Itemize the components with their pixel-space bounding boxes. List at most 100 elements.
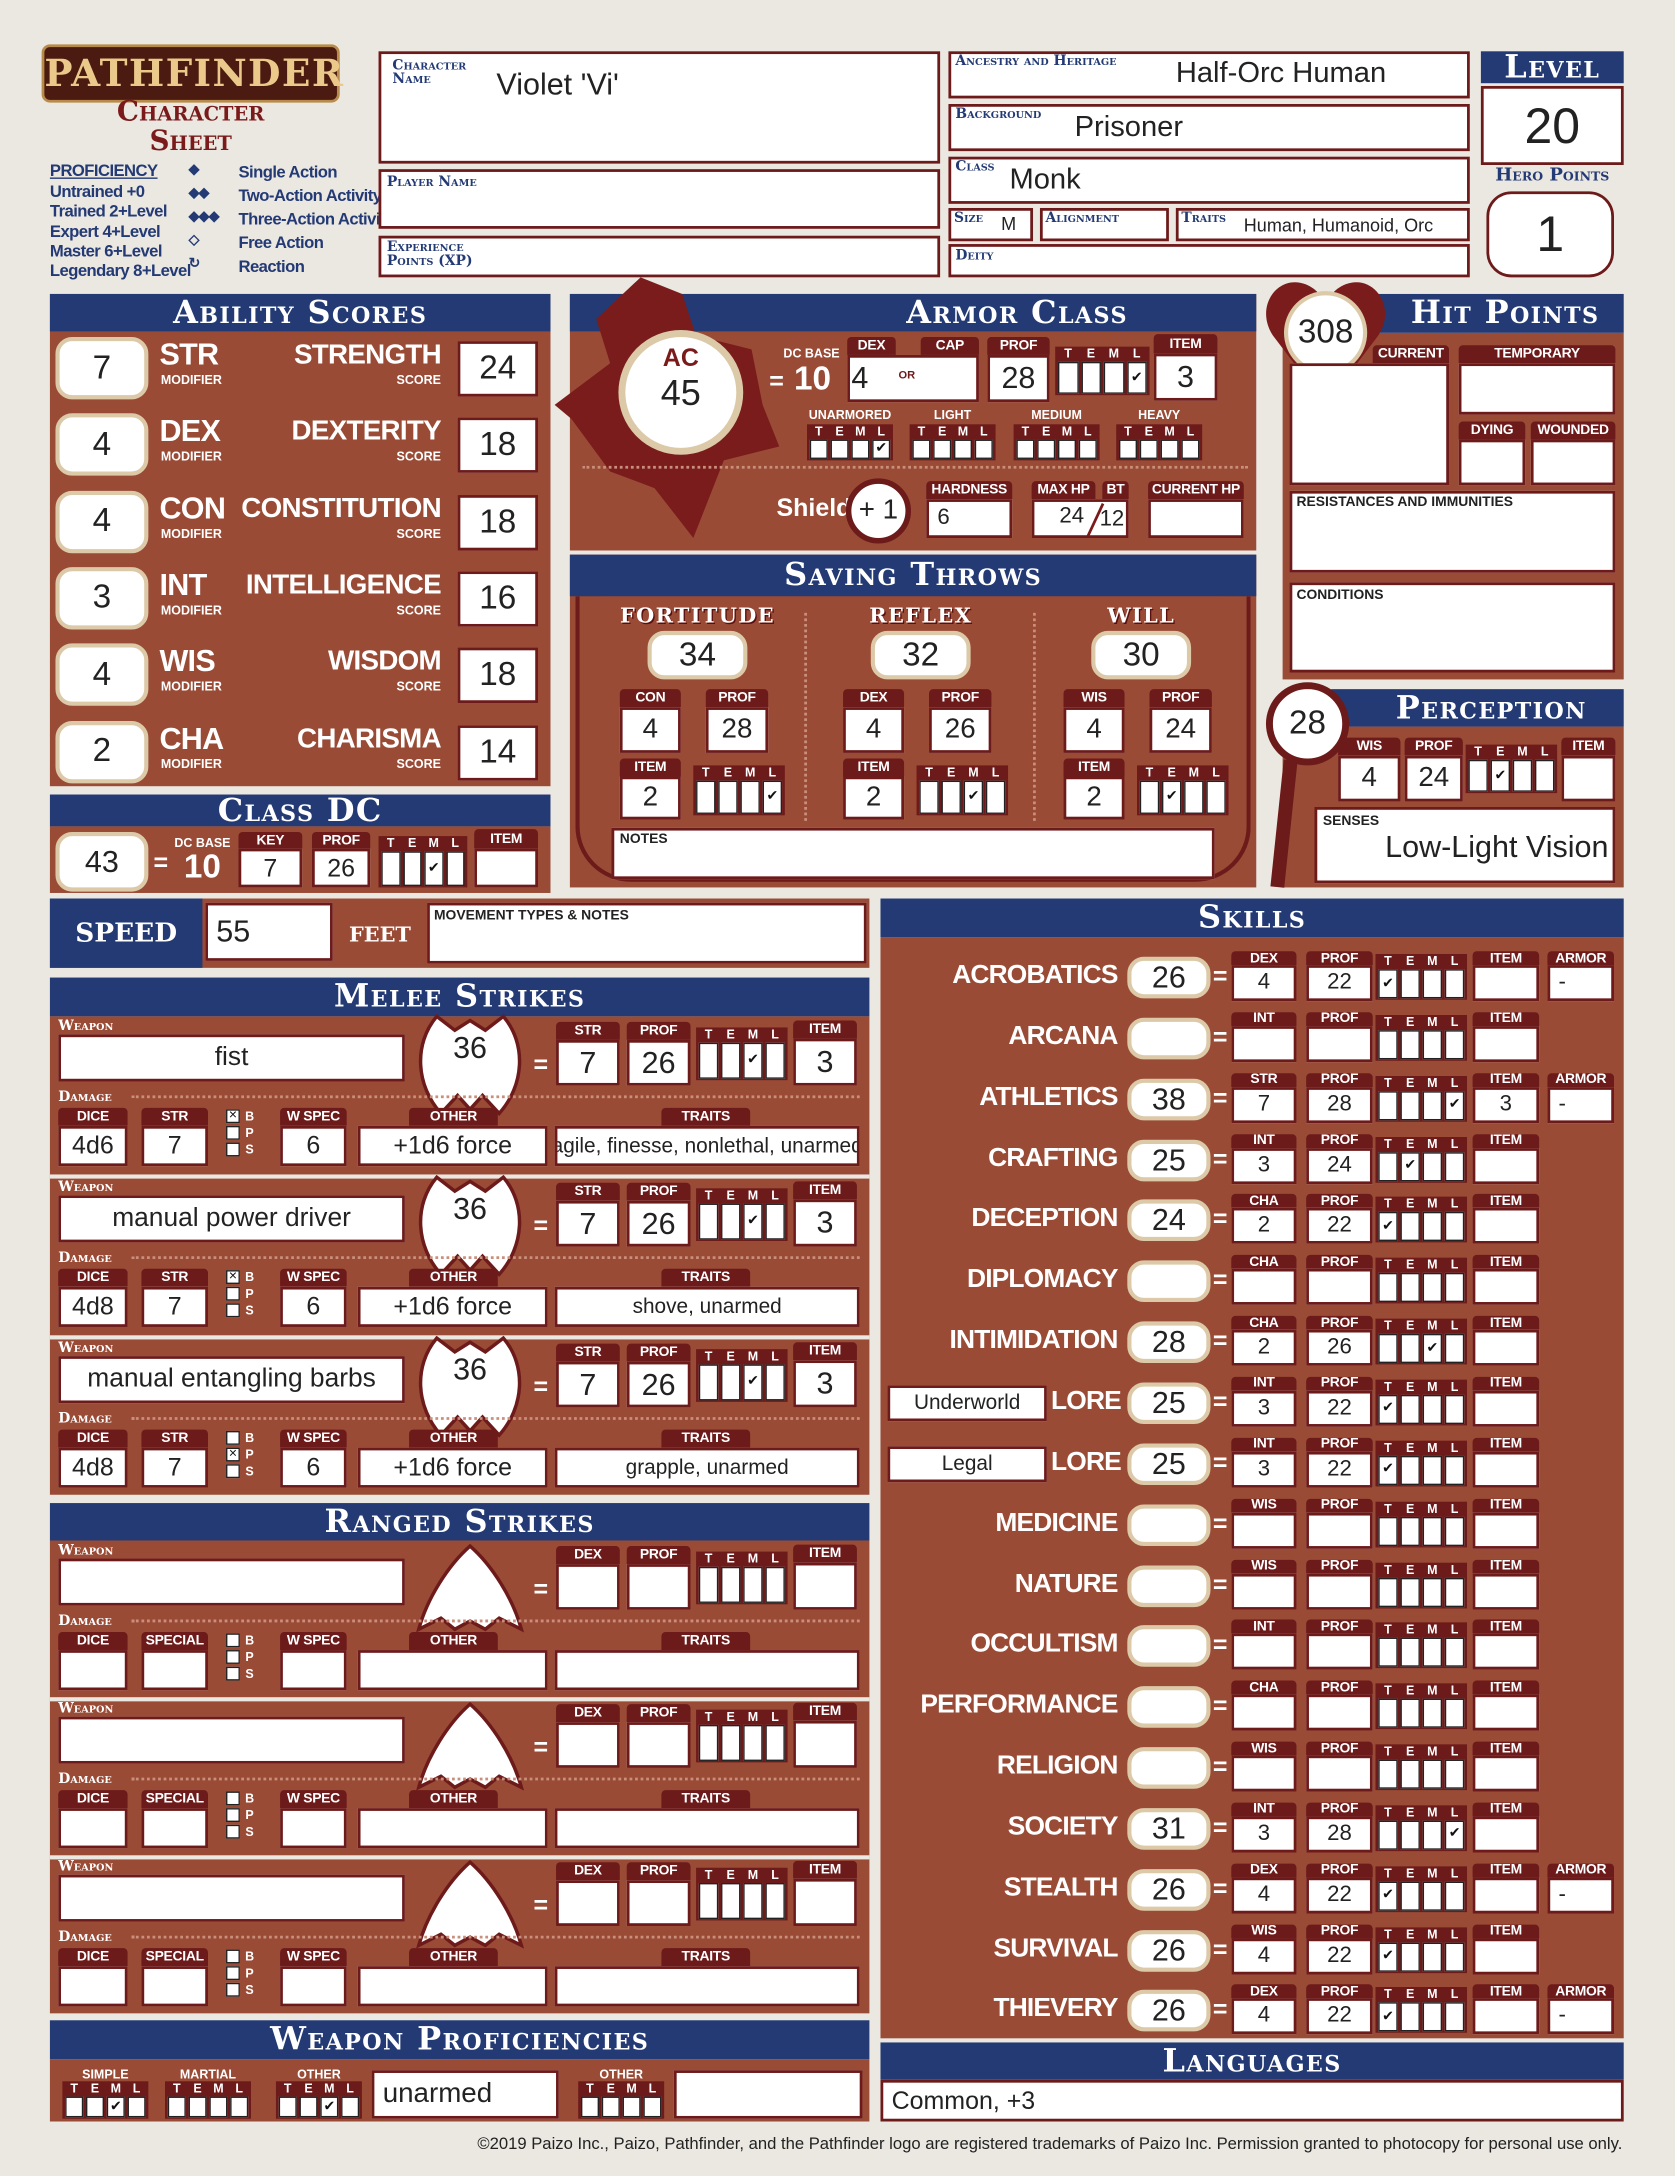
- skill-thievery-armor[interactable]: -: [1547, 1998, 1615, 2035]
- armor-prof-heavy-l-checkbox[interactable]: [1181, 439, 1200, 459]
- skill-stealth-item[interactable]: [1472, 1877, 1540, 1914]
- skill-arcana-e-checkbox[interactable]: [1400, 1030, 1420, 1060]
- skill-deception-ability[interactable]: 2: [1231, 1208, 1297, 1245]
- ranged-strike-3-b-checkbox[interactable]: [226, 1949, 240, 1964]
- skill-lore-legal-item[interactable]: [1472, 1451, 1540, 1488]
- shield-max-hp-value[interactable]: 24: [1059, 504, 1085, 529]
- ranged-strike-3-prof[interactable]: [626, 1880, 691, 1926]
- skill-acrobatics-prof[interactable]: 22: [1306, 965, 1373, 1002]
- melee-strike-3-str[interactable]: 7: [556, 1361, 620, 1408]
- wounded[interactable]: [1530, 439, 1616, 486]
- ranged-strike-2-prof[interactable]: [626, 1722, 691, 1768]
- melee-strike-2-m-checkbox[interactable]: ✔: [743, 1203, 763, 1240]
- skill-intimidation-l-checkbox[interactable]: [1444, 1334, 1465, 1364]
- ranged-strike-3-s-checkbox[interactable]: [226, 1982, 240, 1997]
- skill-religion-e-checkbox[interactable]: [1400, 1759, 1420, 1789]
- armor-prof-heavy-t-checkbox[interactable]: [1118, 439, 1138, 459]
- ranged-strike-2-m-checkbox[interactable]: [743, 1724, 763, 1761]
- melee-strike-3-traits[interactable]: grapple, unarmed: [554, 1447, 860, 1488]
- traits-value[interactable]: Human, Humanoid, Orc: [1243, 214, 1434, 236]
- melee-strike-1-p-checkbox[interactable]: [226, 1125, 240, 1140]
- ranged-strike-2-dice[interactable]: [58, 1808, 128, 1849]
- ac-item[interactable]: 3: [1153, 353, 1218, 401]
- save-reflex-m-checkbox[interactable]: ✔: [963, 780, 984, 814]
- ranged-strike-1-item[interactable]: [793, 1562, 857, 1610]
- ac-e-checkbox[interactable]: [1080, 361, 1101, 394]
- ac-cap-value[interactable]: [926, 358, 976, 400]
- melee-strike-1-damage-str[interactable]: 7: [141, 1125, 208, 1167]
- skill-arcana-t-checkbox[interactable]: [1378, 1030, 1398, 1060]
- melee-strike-2-attack[interactable]: 36: [453, 1191, 488, 1226]
- ability-modifier-int[interactable]: 3: [55, 566, 149, 630]
- skill-crafting-e-checkbox[interactable]: ✔: [1400, 1151, 1420, 1181]
- skill-crafting-l-checkbox[interactable]: [1444, 1151, 1465, 1181]
- melee-strike-1-weapon[interactable]: fist: [58, 1034, 405, 1082]
- skill-nature-value[interactable]: [1127, 1564, 1211, 1607]
- weapon-prof-martial-2-t-checkbox[interactable]: [167, 2096, 186, 2118]
- save-reflex-t-checkbox[interactable]: [919, 780, 939, 814]
- ac-t-checkbox[interactable]: [1057, 361, 1079, 394]
- ranged-strike-2-special[interactable]: [141, 1808, 208, 1849]
- melee-strike-3-dice[interactable]: 4d8: [58, 1447, 128, 1488]
- melee-strike-3-damage-str[interactable]: 7: [141, 1447, 208, 1488]
- melee-strike-1-l-checkbox[interactable]: [765, 1042, 785, 1079]
- ranged-strike-2-l-checkbox[interactable]: [765, 1724, 785, 1761]
- ranged-strike-2-t-checkbox[interactable]: [698, 1724, 719, 1761]
- skill-deception-m-checkbox[interactable]: [1422, 1212, 1443, 1242]
- skill-stealth-t-checkbox[interactable]: ✔: [1378, 1881, 1398, 1911]
- weapon-prof-martial-2-e-checkbox[interactable]: [188, 2096, 207, 2118]
- ability-modifier-cha[interactable]: 2: [55, 720, 149, 783]
- melee-strike-3-prof[interactable]: 26: [626, 1361, 691, 1408]
- skill-medicine-ability[interactable]: [1231, 1512, 1297, 1549]
- skill-lore-legal-m-checkbox[interactable]: [1422, 1455, 1443, 1485]
- perception-m-checkbox[interactable]: [1512, 759, 1533, 792]
- skill-society-m-checkbox[interactable]: [1422, 1820, 1443, 1850]
- skill-crafting-m-checkbox[interactable]: [1422, 1151, 1443, 1181]
- save-fortitude-item[interactable]: 2: [619, 776, 681, 820]
- ranged-strike-3-wspec[interactable]: [280, 1966, 347, 2007]
- weapon-prof-other-4-l-checkbox[interactable]: [643, 2096, 662, 2118]
- skill-crafting-t-checkbox[interactable]: [1378, 1151, 1398, 1181]
- speed-value[interactable]: 55: [205, 902, 333, 961]
- skill-athletics-prof[interactable]: 28: [1306, 1086, 1373, 1123]
- ranged-strike-2-wspec[interactable]: [280, 1808, 347, 1849]
- skill-diplomacy-t-checkbox[interactable]: [1378, 1273, 1398, 1303]
- ability-score-cha[interactable]: 14: [457, 724, 539, 780]
- skill-survival-e-checkbox[interactable]: [1400, 1942, 1420, 1972]
- skill-arcana-m-checkbox[interactable]: [1422, 1030, 1443, 1060]
- armor-prof-light-e-checkbox[interactable]: [933, 439, 952, 459]
- senses-field[interactable]: [1314, 807, 1616, 884]
- skill-stealth-ability[interactable]: 4: [1231, 1877, 1297, 1914]
- melee-strike-1-attack[interactable]: 36: [453, 1030, 488, 1065]
- background-value[interactable]: Prisoner: [1074, 110, 1184, 143]
- perception-item[interactable]: [1561, 755, 1616, 802]
- ranged-strike-1-special[interactable]: [141, 1650, 208, 1691]
- skill-arcana-value[interactable]: [1127, 1017, 1211, 1060]
- skill-crafting-item[interactable]: [1472, 1147, 1540, 1184]
- skill-lore-underworld-item[interactable]: [1472, 1390, 1540, 1427]
- skill-deception-item[interactable]: [1472, 1208, 1540, 1245]
- save-notes-field[interactable]: [611, 827, 1215, 880]
- weapon-prof-other-3-m-checkbox[interactable]: ✔: [320, 2096, 339, 2118]
- skill-nature-item[interactable]: [1472, 1573, 1540, 1610]
- skill-intimidation-m-checkbox[interactable]: ✔: [1422, 1334, 1443, 1364]
- skill-diplomacy-item[interactable]: [1472, 1269, 1540, 1306]
- ranged-strike-3-m-checkbox[interactable]: [743, 1883, 763, 1920]
- skill-society-l-checkbox[interactable]: ✔: [1444, 1820, 1465, 1850]
- armor-prof-heavy-m-checkbox[interactable]: [1160, 439, 1179, 459]
- skill-medicine-t-checkbox[interactable]: [1378, 1516, 1398, 1546]
- skill-thievery-e-checkbox[interactable]: [1400, 2002, 1420, 2032]
- skill-nature-t-checkbox[interactable]: [1378, 1577, 1398, 1607]
- skill-performance-t-checkbox[interactable]: [1378, 1698, 1398, 1728]
- experience-points-value[interactable]: [527, 238, 915, 274]
- melee-strike-2-t-checkbox[interactable]: [698, 1203, 719, 1240]
- melee-strike-1-e-checkbox[interactable]: [721, 1042, 741, 1079]
- resistances-field[interactable]: [1289, 490, 1616, 573]
- skill-survival-l-checkbox[interactable]: [1444, 1942, 1465, 1972]
- skill-acrobatics-item[interactable]: [1472, 965, 1540, 1002]
- ranged-strike-3-p-checkbox[interactable]: [226, 1966, 240, 1981]
- skill-acrobatics-ability[interactable]: 4: [1231, 965, 1297, 1002]
- skill-intimidation-t-checkbox[interactable]: [1378, 1334, 1398, 1364]
- melee-strike-2-str[interactable]: 7: [556, 1200, 620, 1247]
- armor-prof-medium-m-checkbox[interactable]: [1057, 439, 1077, 459]
